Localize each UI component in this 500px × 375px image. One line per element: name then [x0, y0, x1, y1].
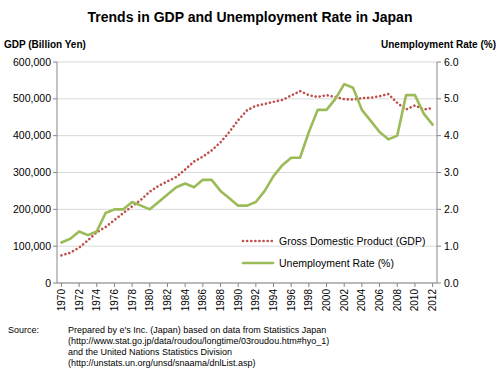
- x-tick: [361, 283, 362, 287]
- x-tick-label: 1976: [109, 289, 120, 312]
- plot-area: [61, 84, 432, 255]
- title: Trends in GDP and Unemployment Rate in J…: [88, 9, 413, 25]
- x-tick: [397, 283, 398, 287]
- background: [0, 0, 500, 375]
- y2-tick: [437, 209, 441, 210]
- y2-tick-label: 1.0: [444, 240, 459, 252]
- x-tick-label: 1988: [215, 289, 226, 312]
- y-axis-title: GDP (Billion Yen): [4, 39, 86, 50]
- x-tick-label: 1980: [144, 289, 155, 312]
- y-tick: [53, 209, 57, 210]
- y-tick: [53, 172, 57, 173]
- x-tick-label: 1970: [56, 289, 67, 312]
- x-tick: [273, 283, 274, 287]
- y-tick-label: 600,000: [13, 56, 51, 68]
- y-tick-label: 400,000: [13, 129, 51, 141]
- x-tick: [255, 283, 256, 287]
- y2-tick: [437, 98, 441, 99]
- y2-axis-title: Unemployment Rate (%): [381, 39, 496, 50]
- x-tick: [291, 283, 292, 287]
- y2-tick-label: 5.0: [444, 92, 459, 104]
- y-tick: [53, 135, 57, 136]
- x-tick: [61, 283, 62, 287]
- y2-tick: [437, 172, 441, 173]
- legend-swatch: [243, 240, 273, 243]
- y-tick-label: 200,000: [13, 203, 51, 215]
- x-tick-label: 2004: [356, 289, 367, 312]
- x-tick-label: 1986: [197, 289, 208, 312]
- grid-line: [57, 172, 437, 173]
- x-tick: [114, 283, 115, 287]
- x-tick-label: 2008: [392, 289, 403, 312]
- x-tick-label: 1990: [233, 289, 244, 312]
- x-tick-label: 1982: [162, 289, 173, 312]
- x-tick: [79, 283, 80, 287]
- legend-label: Gross Domestic Product (GDP): [279, 235, 425, 247]
- x-tick-label: 1998: [303, 289, 314, 312]
- x-tick-label: 2002: [339, 289, 350, 312]
- y-tick-label: 0: [45, 277, 51, 289]
- x-tick-label: 1994: [268, 289, 279, 312]
- y2-tick-label: 6.0: [444, 56, 459, 68]
- x-tick-label: 1978: [127, 289, 138, 312]
- x-tick-label: 1992: [250, 289, 261, 312]
- legend-swatch: [243, 262, 273, 265]
- x-tick: [149, 283, 150, 287]
- x-tick: [414, 283, 415, 287]
- grid-line: [57, 62, 437, 63]
- x-tick: [185, 283, 186, 287]
- source-label: Source:: [8, 325, 39, 335]
- x-tick-label: 1984: [180, 289, 191, 312]
- y-tick: [53, 246, 57, 247]
- y2-tick-label: 4.0: [444, 129, 459, 141]
- y2-axis-line: [437, 62, 438, 283]
- series-line: [61, 91, 432, 255]
- y-tick-label: 500,000: [13, 92, 51, 104]
- legend-label: Unemployment Rate (%): [279, 257, 394, 269]
- source-line: Prepared by e's Inc. (Japan) based on da…: [68, 325, 326, 335]
- y-tick: [53, 98, 57, 99]
- x-tick: [96, 283, 97, 287]
- y2-tick: [437, 135, 441, 136]
- x-tick-label: 2012: [427, 289, 438, 312]
- grid-line: [57, 135, 437, 136]
- source-line: (http://unstats.un.org/unsd/snaama/dnlLi…: [68, 358, 256, 368]
- x-tick-label: 2006: [374, 289, 385, 312]
- series-line: [61, 84, 432, 242]
- x-tick: [238, 283, 239, 287]
- x-tick: [202, 283, 203, 287]
- x-tick-label: 1974: [91, 289, 102, 312]
- y-tick: [53, 62, 57, 63]
- x-tick-label: 2010: [409, 289, 420, 312]
- source-line: and the United Nations Statistics Divisi…: [68, 347, 232, 357]
- x-tick: [326, 283, 327, 287]
- x-tick: [308, 283, 309, 287]
- source-line: (http://www.stat.go.jp/data/roudou/longt…: [68, 336, 329, 346]
- y-tick-label: 100,000: [13, 240, 51, 252]
- x-tick: [132, 283, 133, 287]
- y2-tick-label: 3.0: [444, 166, 459, 178]
- y2-tick: [437, 62, 441, 63]
- x-tick-label: 2000: [321, 289, 332, 312]
- x-tick: [167, 283, 168, 287]
- y2-tick: [437, 283, 441, 284]
- chart: Trends in GDP and Unemployment Rate in J…: [0, 0, 500, 375]
- grid-line: [57, 98, 437, 99]
- legend: Gross Domestic Product (GDP) Unemployment…: [243, 235, 425, 269]
- y-axis-line: [57, 62, 58, 283]
- x-tick-label: 1996: [286, 289, 297, 312]
- x-tick: [379, 283, 380, 287]
- y-tick-label: 300,000: [13, 166, 51, 178]
- x-tick: [432, 283, 433, 287]
- x-tick: [344, 283, 345, 287]
- x-tick-label: 1972: [74, 289, 85, 312]
- y2-tick-label: 0.0: [444, 277, 459, 289]
- x-tick: [220, 283, 221, 287]
- y2-tick-label: 2.0: [444, 203, 459, 215]
- y2-tick: [437, 246, 441, 247]
- y-tick: [53, 283, 57, 284]
